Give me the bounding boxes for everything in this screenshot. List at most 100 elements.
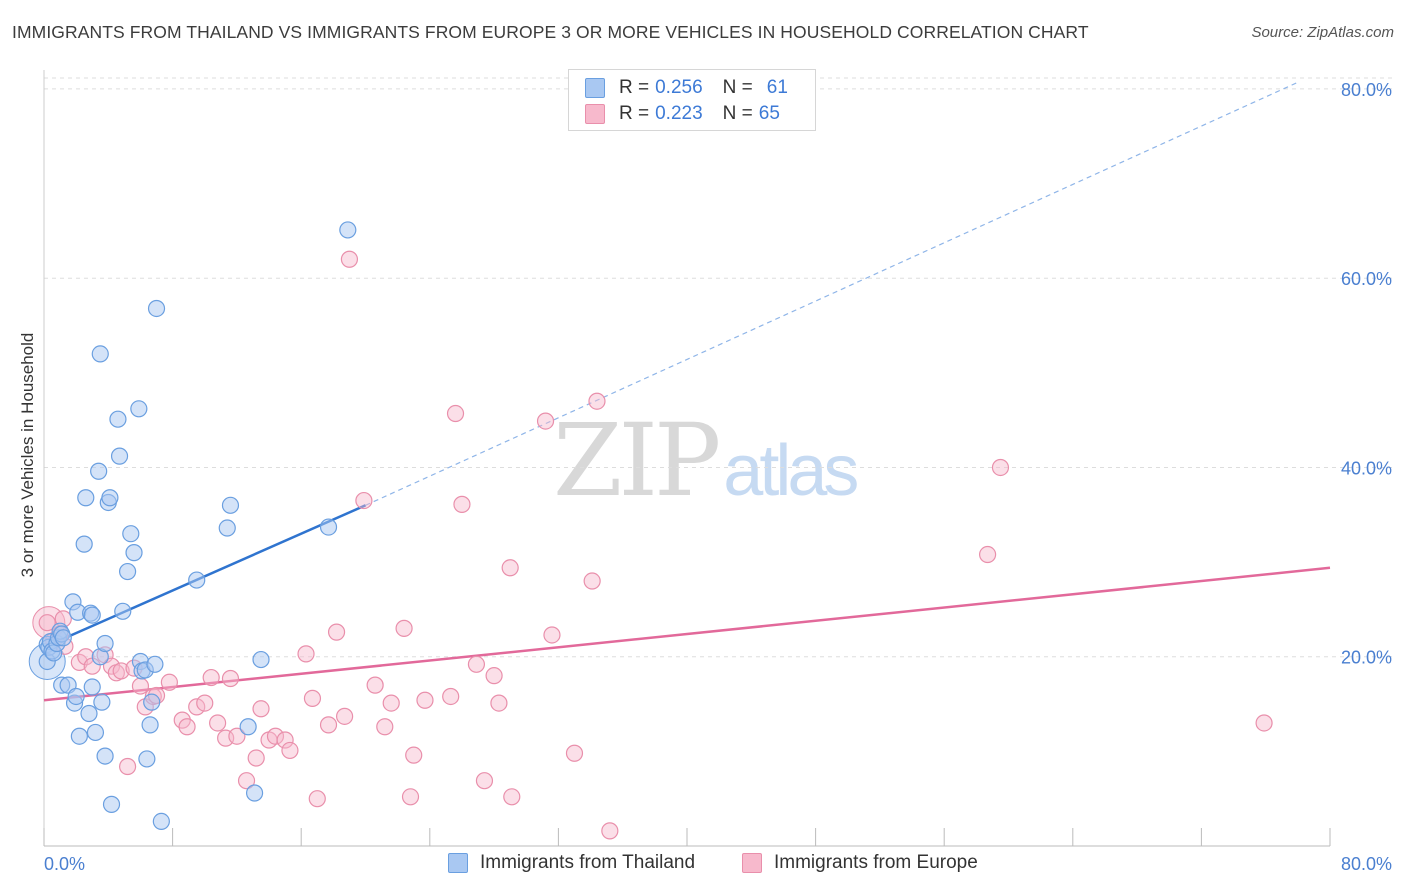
axes bbox=[43, 70, 1331, 847]
data-point-europe bbox=[490, 694, 508, 712]
data-point-thailand bbox=[101, 489, 119, 507]
data-point-europe bbox=[276, 731, 294, 749]
data-point-europe bbox=[131, 677, 150, 695]
bottom-legend-swatch-thailand bbox=[448, 853, 468, 873]
data-point-europe bbox=[319, 716, 338, 734]
data-point-thailand bbox=[67, 687, 85, 706]
data-point-thailand bbox=[54, 629, 72, 647]
data-point-thailand bbox=[147, 299, 166, 318]
data-point-europe bbox=[601, 822, 619, 840]
data-point-europe bbox=[382, 694, 400, 712]
data-point-europe bbox=[405, 746, 423, 764]
data-point-thailand bbox=[102, 795, 121, 813]
trend-line-thailand-extension bbox=[365, 81, 1299, 506]
data-point-europe bbox=[327, 623, 346, 641]
data-point-thailand bbox=[141, 716, 159, 734]
legend-r-value-europe: 0.223 bbox=[655, 103, 703, 124]
data-point-europe bbox=[565, 744, 584, 762]
y-tick-label: 20.0% bbox=[1341, 648, 1392, 668]
data-point-thailand bbox=[118, 562, 137, 581]
data-point-thailand bbox=[152, 812, 170, 830]
data-point-europe bbox=[401, 788, 420, 806]
data-point-thailand bbox=[130, 400, 148, 418]
data-point-thailand bbox=[188, 571, 206, 589]
data-point-europe bbox=[376, 718, 394, 736]
data-point-thailand bbox=[96, 634, 114, 653]
legend-swatch-europe bbox=[585, 104, 605, 124]
data-point-europe bbox=[583, 572, 601, 590]
data-point-thailand bbox=[110, 447, 129, 465]
watermark-zip: ZIP bbox=[553, 402, 721, 519]
data-point-europe bbox=[485, 667, 503, 685]
data-point-europe bbox=[209, 714, 227, 732]
data-point-europe bbox=[252, 700, 270, 718]
chart-title: IMMIGRANTS FROM THAILAND VS IMMIGRANTS F… bbox=[12, 22, 1089, 42]
trend-line-thailand bbox=[43, 504, 367, 649]
tick-labels: 20.0% 40.0% 60.0% 80.0% 0.0% 80.0% bbox=[44, 80, 1392, 874]
data-point-europe bbox=[340, 250, 359, 268]
legend-swatch-thailand bbox=[585, 78, 605, 98]
data-point-thailand bbox=[125, 544, 143, 562]
data-point-europe bbox=[467, 655, 486, 673]
data-point-thailand bbox=[83, 606, 101, 624]
data-point-thailand bbox=[221, 496, 240, 514]
data-point-thailand bbox=[77, 489, 95, 507]
source-label: Source: ZipAtlas.com bbox=[1251, 24, 1394, 41]
data-point-thailand bbox=[109, 410, 127, 428]
data-point-europe bbox=[979, 545, 997, 564]
legend-n-value-thailand: 61 bbox=[766, 77, 788, 98]
bottom-legend-label-thailand: Immigrants from Thailand bbox=[480, 852, 696, 873]
bottom-legend-thailand: Immigrants from Thailand bbox=[448, 852, 695, 874]
data-point-europe bbox=[503, 788, 521, 806]
legend-n-value-europe: 65 bbox=[758, 103, 780, 124]
data-point-europe bbox=[297, 645, 315, 663]
data-point-europe bbox=[395, 619, 413, 637]
data-point-thailand bbox=[80, 704, 98, 723]
correlation-legend: R = 0.256 N = 61 R = 0.223 N = 65 bbox=[568, 69, 816, 131]
trend-line-europe bbox=[43, 566, 1331, 702]
legend-row-thailand: R = 0.256 N = 61 bbox=[585, 77, 788, 99]
data-point-europe bbox=[38, 614, 56, 632]
data-point-europe bbox=[221, 669, 240, 688]
data-point-europe bbox=[336, 707, 354, 725]
legend-row-europe: R = 0.223 N = 65 bbox=[585, 103, 780, 125]
data-point-europe bbox=[501, 559, 519, 577]
data-point-europe bbox=[543, 626, 561, 644]
watermark: ZIPatlas bbox=[553, 402, 859, 519]
data-point-europe bbox=[475, 772, 494, 790]
data-point-europe bbox=[536, 412, 555, 430]
watermark-atlas: atlas bbox=[723, 431, 859, 511]
data-point-europe bbox=[303, 689, 322, 707]
y-axis-label: 3 or more Vehicles in Household bbox=[18, 332, 37, 578]
data-point-europe bbox=[355, 491, 373, 510]
data-point-thailand bbox=[75, 535, 93, 553]
data-point-thailand bbox=[91, 345, 109, 363]
y-tick-label: 40.0% bbox=[1341, 458, 1392, 478]
data-point-thailand bbox=[83, 678, 101, 696]
data-point-europe bbox=[442, 687, 460, 706]
data-point-thailand bbox=[339, 221, 357, 239]
data-point-europe bbox=[366, 676, 384, 694]
data-point-europe bbox=[178, 718, 196, 736]
data-point-europe bbox=[446, 404, 465, 423]
x-tick-label: 80.0% bbox=[1341, 854, 1392, 874]
data-point-europe bbox=[266, 727, 285, 745]
legend-n-label: N = bbox=[722, 77, 753, 98]
data-point-thailand bbox=[218, 519, 236, 537]
bottom-legend-swatch-europe bbox=[742, 853, 762, 873]
data-point-europe bbox=[308, 790, 326, 808]
gridlines bbox=[44, 77, 1394, 658]
legend-n-label: N = bbox=[722, 103, 753, 124]
y-tick-label: 60.0% bbox=[1341, 269, 1392, 289]
legend-r-label: R = bbox=[619, 77, 650, 98]
data-point-europe bbox=[118, 757, 137, 776]
data-point-thailand bbox=[122, 525, 140, 543]
data-point-europe bbox=[1255, 714, 1273, 732]
x-tick-label: 0.0% bbox=[44, 854, 85, 874]
data-point-thailand bbox=[86, 723, 105, 742]
data-point-thailand bbox=[93, 693, 111, 711]
data-point-thailand bbox=[319, 518, 338, 536]
data-point-europe bbox=[112, 662, 130, 680]
data-point-europe bbox=[202, 668, 220, 687]
